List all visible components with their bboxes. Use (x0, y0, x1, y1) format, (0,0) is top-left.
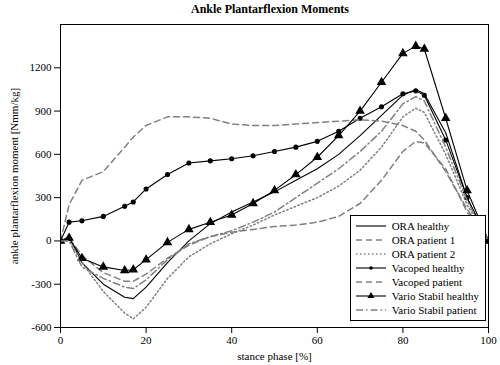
svg-text:0: 0 (46, 234, 52, 246)
svg-text:-300: -300 (31, 278, 52, 290)
html-text:Vario Stabil healthy: Vario Stabil healthy (391, 290, 479, 302)
html-text:ORA patient 1: ORA patient 1 (391, 234, 456, 246)
html-text:ORA patient 2: ORA patient 2 (391, 248, 456, 260)
svg-text:40: 40 (226, 334, 238, 346)
svg-text:20: 20 (141, 334, 153, 346)
svg-text:900: 900 (35, 105, 52, 117)
svg-text:-600: -600 (31, 321, 52, 333)
svg-text:ankle plantarflexion moment [N: ankle plantarflexion moment [Nmm/kg] (8, 88, 20, 264)
html-text:ORA healthy: ORA healthy (391, 220, 450, 232)
html-text:Vario Stabil patient: Vario Stabil patient (391, 304, 477, 316)
html-text:Vacoped healthy: Vacoped healthy (391, 262, 465, 274)
svg-text:80: 80 (397, 334, 409, 346)
svg-text:300: 300 (35, 191, 52, 203)
svg-text:0: 0 (58, 334, 64, 346)
svg-text:60: 60 (312, 334, 324, 346)
html-text:Vacoped patient: Vacoped patient (391, 276, 463, 288)
svg-text:1200: 1200 (30, 61, 53, 73)
svg-text:stance phase [%]: stance phase [%] (237, 350, 312, 362)
html-text:Ankle Plantarflexion Moments: Ankle Plantarflexion Moments (191, 2, 349, 16)
svg-text:600: 600 (35, 148, 52, 160)
svg-text:100: 100 (480, 334, 497, 346)
